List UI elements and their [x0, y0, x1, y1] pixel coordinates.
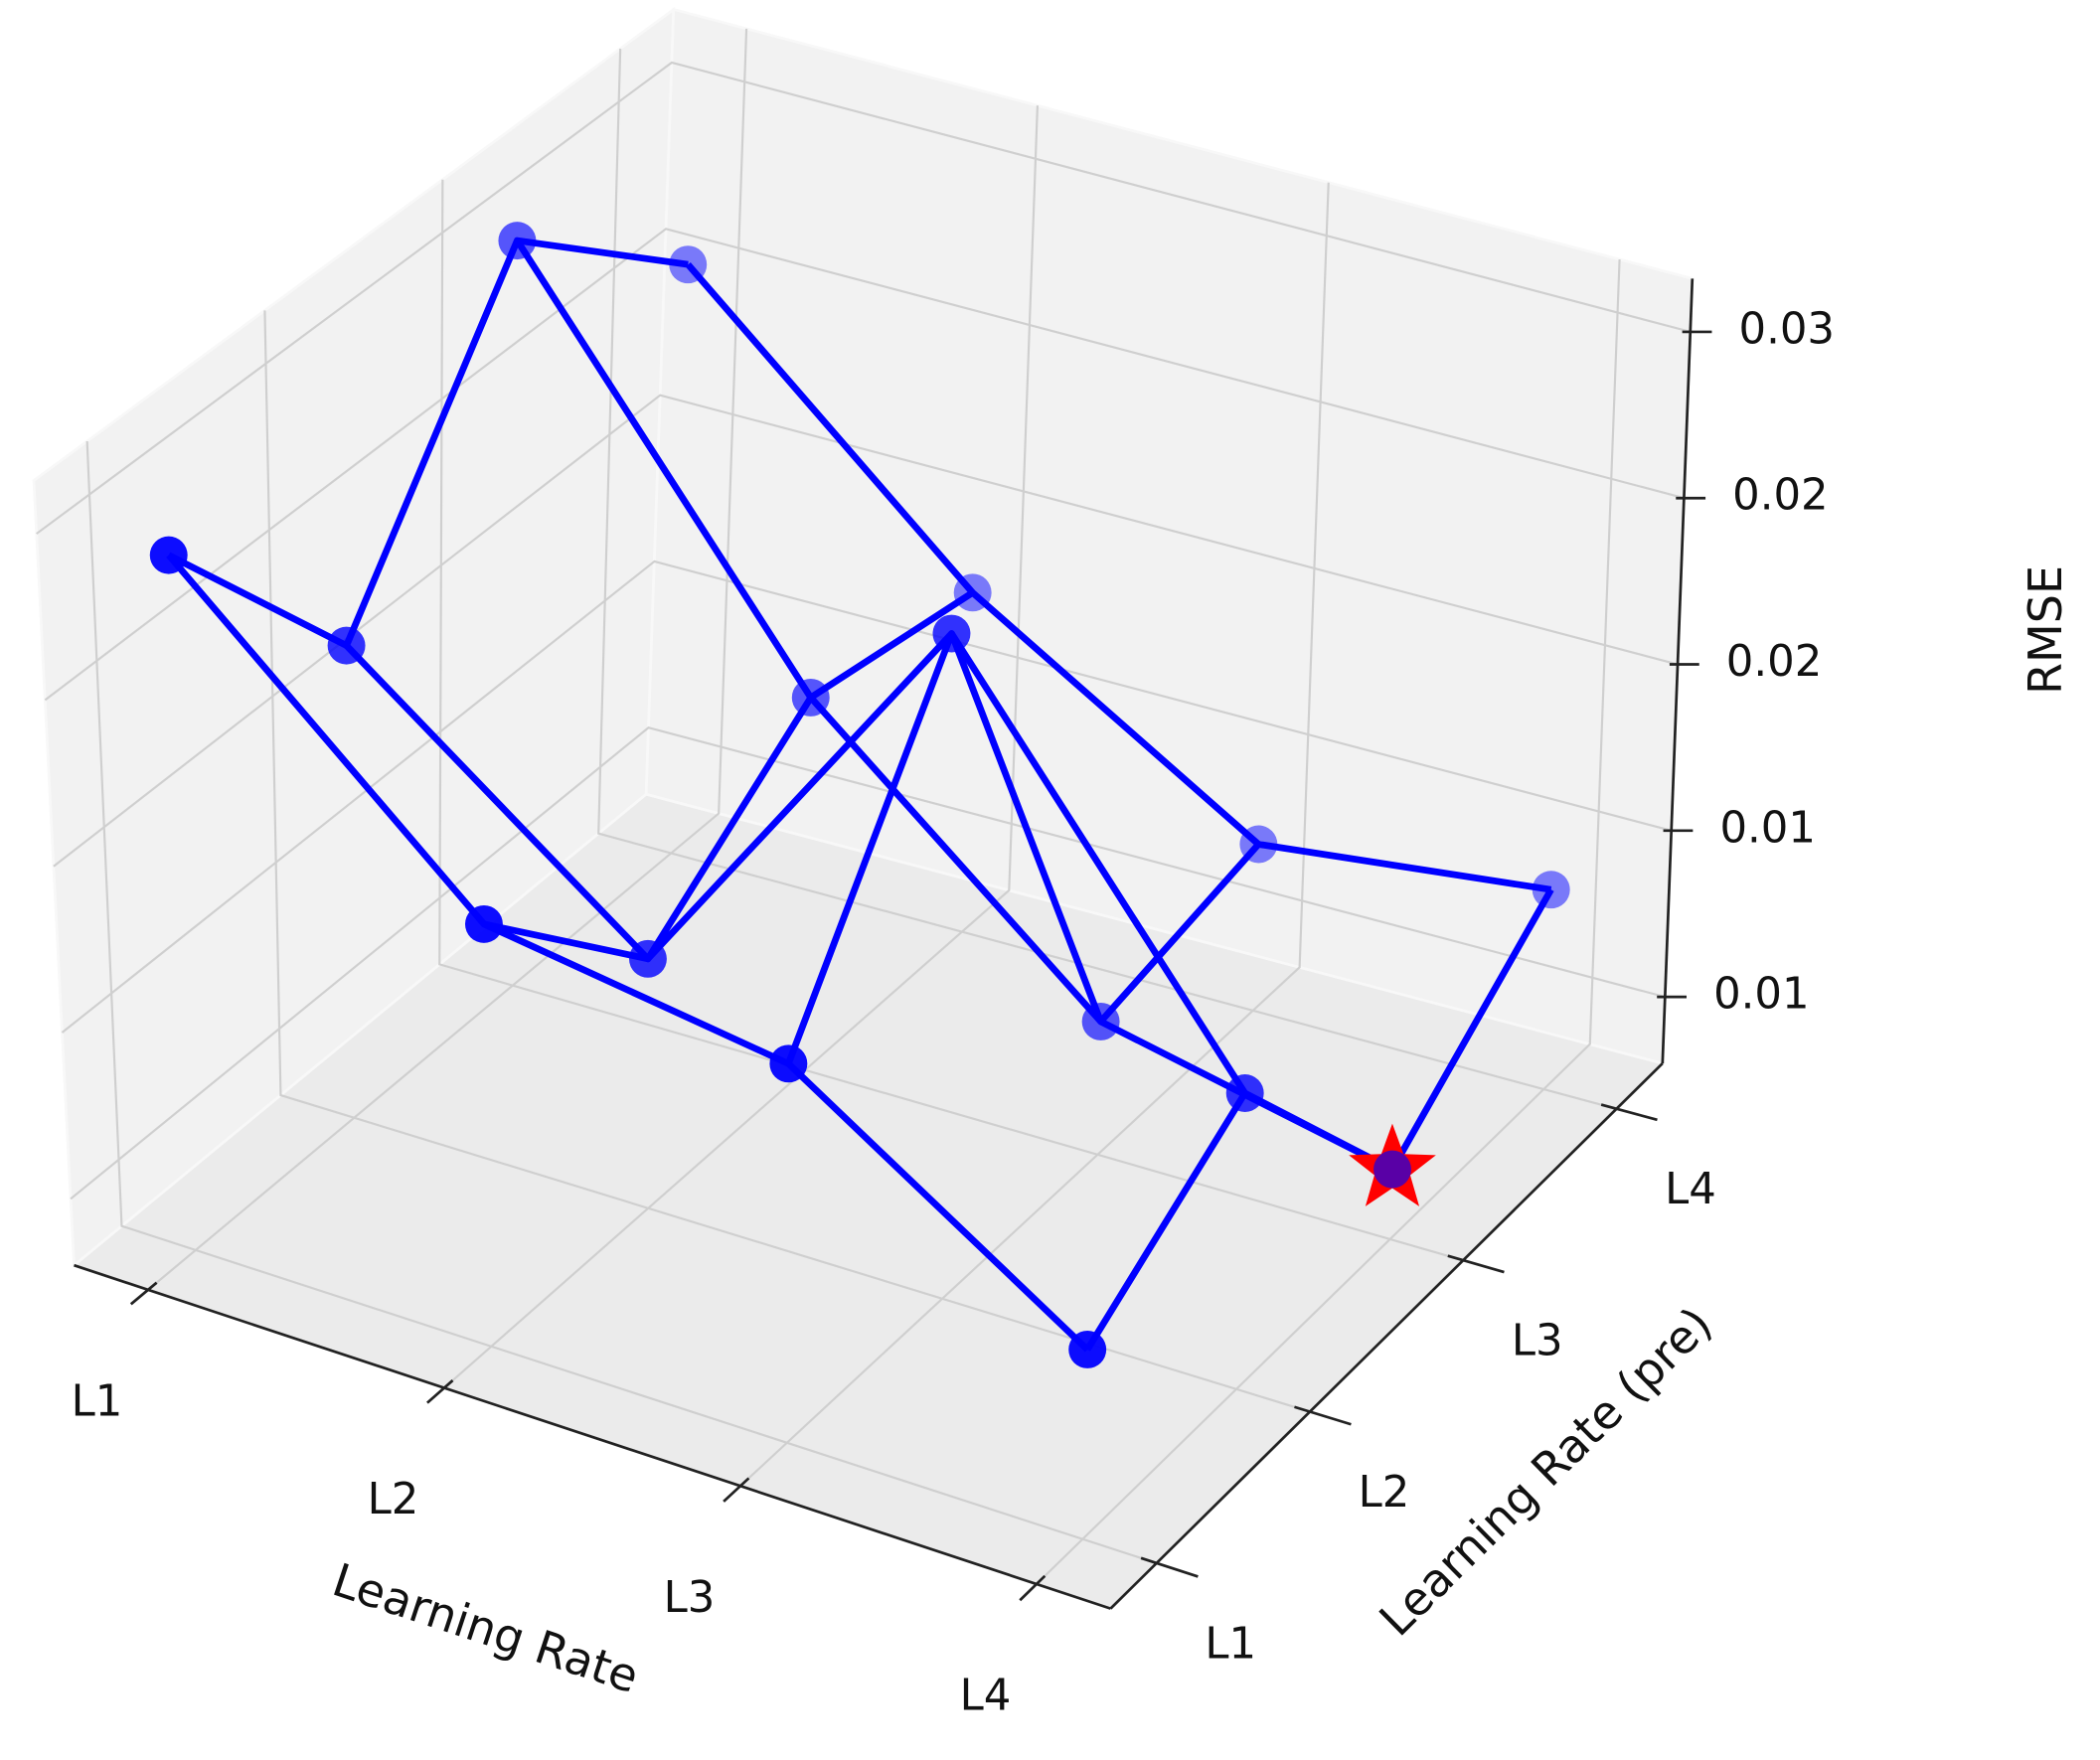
point — [932, 614, 971, 653]
wire-line — [685, 261, 1552, 893]
point — [953, 573, 992, 612]
x-tick-label: L4 — [960, 1672, 1012, 1721]
y-tick — [1294, 1405, 1352, 1426]
grid-line — [44, 228, 1685, 702]
z-tick-label: 0.03 — [1739, 304, 1835, 354]
y-tick-label: L1 — [1205, 1619, 1256, 1669]
point — [1373, 1150, 1411, 1189]
point — [149, 536, 188, 574]
point — [628, 939, 667, 978]
grid-line — [438, 179, 1464, 1262]
z-tick-label: 0.01 — [1719, 803, 1815, 853]
x-tick-label: L1 — [72, 1377, 123, 1427]
x-tick-label: L3 — [664, 1573, 716, 1623]
point — [498, 222, 537, 260]
wire-line — [785, 630, 1261, 1065]
wire-line — [344, 630, 1248, 1095]
y-tick-label: L3 — [1512, 1317, 1563, 1366]
wire-line — [483, 589, 975, 963]
z-tick-label: 0.01 — [1713, 970, 1809, 1020]
point — [1225, 1074, 1264, 1112]
marks — [149, 222, 1570, 1368]
grid-line — [443, 105, 1039, 1389]
y-tick — [1600, 1103, 1658, 1122]
grid-line — [147, 28, 748, 1291]
grid-line — [597, 49, 1617, 1110]
point — [669, 245, 708, 284]
point — [1239, 825, 1278, 864]
grid-line — [61, 560, 1673, 1034]
x-tick-label: L2 — [368, 1475, 419, 1524]
grid-line — [739, 182, 1330, 1488]
point — [791, 678, 830, 717]
y-tick — [1140, 1556, 1199, 1578]
panes — [32, 6, 1695, 1611]
y-tick-label: L2 — [1359, 1468, 1410, 1518]
grid-line — [36, 61, 1692, 535]
x-axis-line — [74, 1263, 1111, 1610]
point — [464, 904, 503, 943]
point — [1068, 1330, 1107, 1368]
y-axis-line — [1109, 1062, 1664, 1610]
x-tick — [1019, 1574, 1047, 1602]
wire-line — [167, 237, 689, 650]
grid — [36, 28, 1692, 1585]
point — [1081, 1002, 1120, 1040]
back-pane — [644, 7, 1695, 1065]
x-tick — [723, 1477, 750, 1503]
point — [769, 1044, 808, 1083]
grid-line — [85, 440, 1158, 1565]
point — [1532, 871, 1570, 909]
z-tick-label: 0.02 — [1732, 471, 1828, 521]
grid-line — [263, 310, 1311, 1413]
x-tick — [426, 1379, 454, 1404]
z-tick-label: 0.02 — [1726, 637, 1822, 687]
y-tick — [1447, 1254, 1505, 1274]
x-axis-title: Learning Rate — [326, 1552, 645, 1703]
axes: 0.01 0.01 0.02 0.02 0.03 L1 L2 L3 L4 L1 L2 L3 L4 — [72, 278, 1835, 1721]
y-tick-label: L4 — [1665, 1165, 1716, 1214]
grid-line — [70, 726, 1666, 1200]
wire-line — [1084, 887, 1554, 1352]
wire-line — [166, 553, 1090, 1353]
grid-line — [53, 394, 1679, 868]
point — [327, 626, 366, 665]
grid-line — [1036, 258, 1621, 1585]
z-axis-line — [1661, 278, 1695, 1064]
x-tick — [129, 1281, 158, 1306]
z-axis-title: RMSE — [2019, 565, 2072, 695]
